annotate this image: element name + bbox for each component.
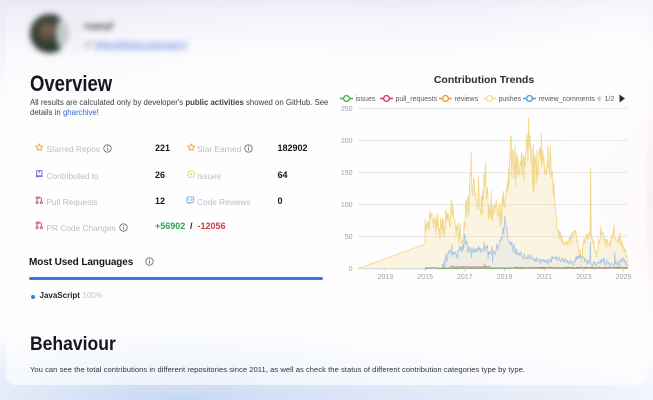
svg-text:150: 150	[341, 170, 353, 177]
svg-text:1/2: 1/2	[605, 96, 615, 103]
svg-text:reviews: reviews	[455, 96, 479, 103]
svg-text:pushes: pushes	[499, 96, 522, 103]
svg-text:issues: issues	[356, 96, 376, 103]
svg-text:250: 250	[341, 106, 353, 113]
svg-text:2015: 2015	[417, 274, 433, 281]
svg-text:pull_requests: pull_requests	[396, 96, 438, 103]
svg-text:100: 100	[341, 202, 353, 209]
svg-text:2017: 2017	[457, 274, 473, 281]
svg-text:50: 50	[345, 234, 353, 241]
svg-text:2021: 2021	[536, 274, 552, 281]
svg-text:2023: 2023	[576, 274, 592, 281]
svg-text:0: 0	[349, 266, 353, 273]
svg-text:review_comments: review_comments	[539, 96, 596, 103]
svg-text:200: 200	[341, 138, 353, 145]
svg-text:2019: 2019	[497, 274, 513, 281]
svg-text:2025: 2025	[616, 274, 632, 281]
svg-text:2013: 2013	[378, 274, 394, 281]
